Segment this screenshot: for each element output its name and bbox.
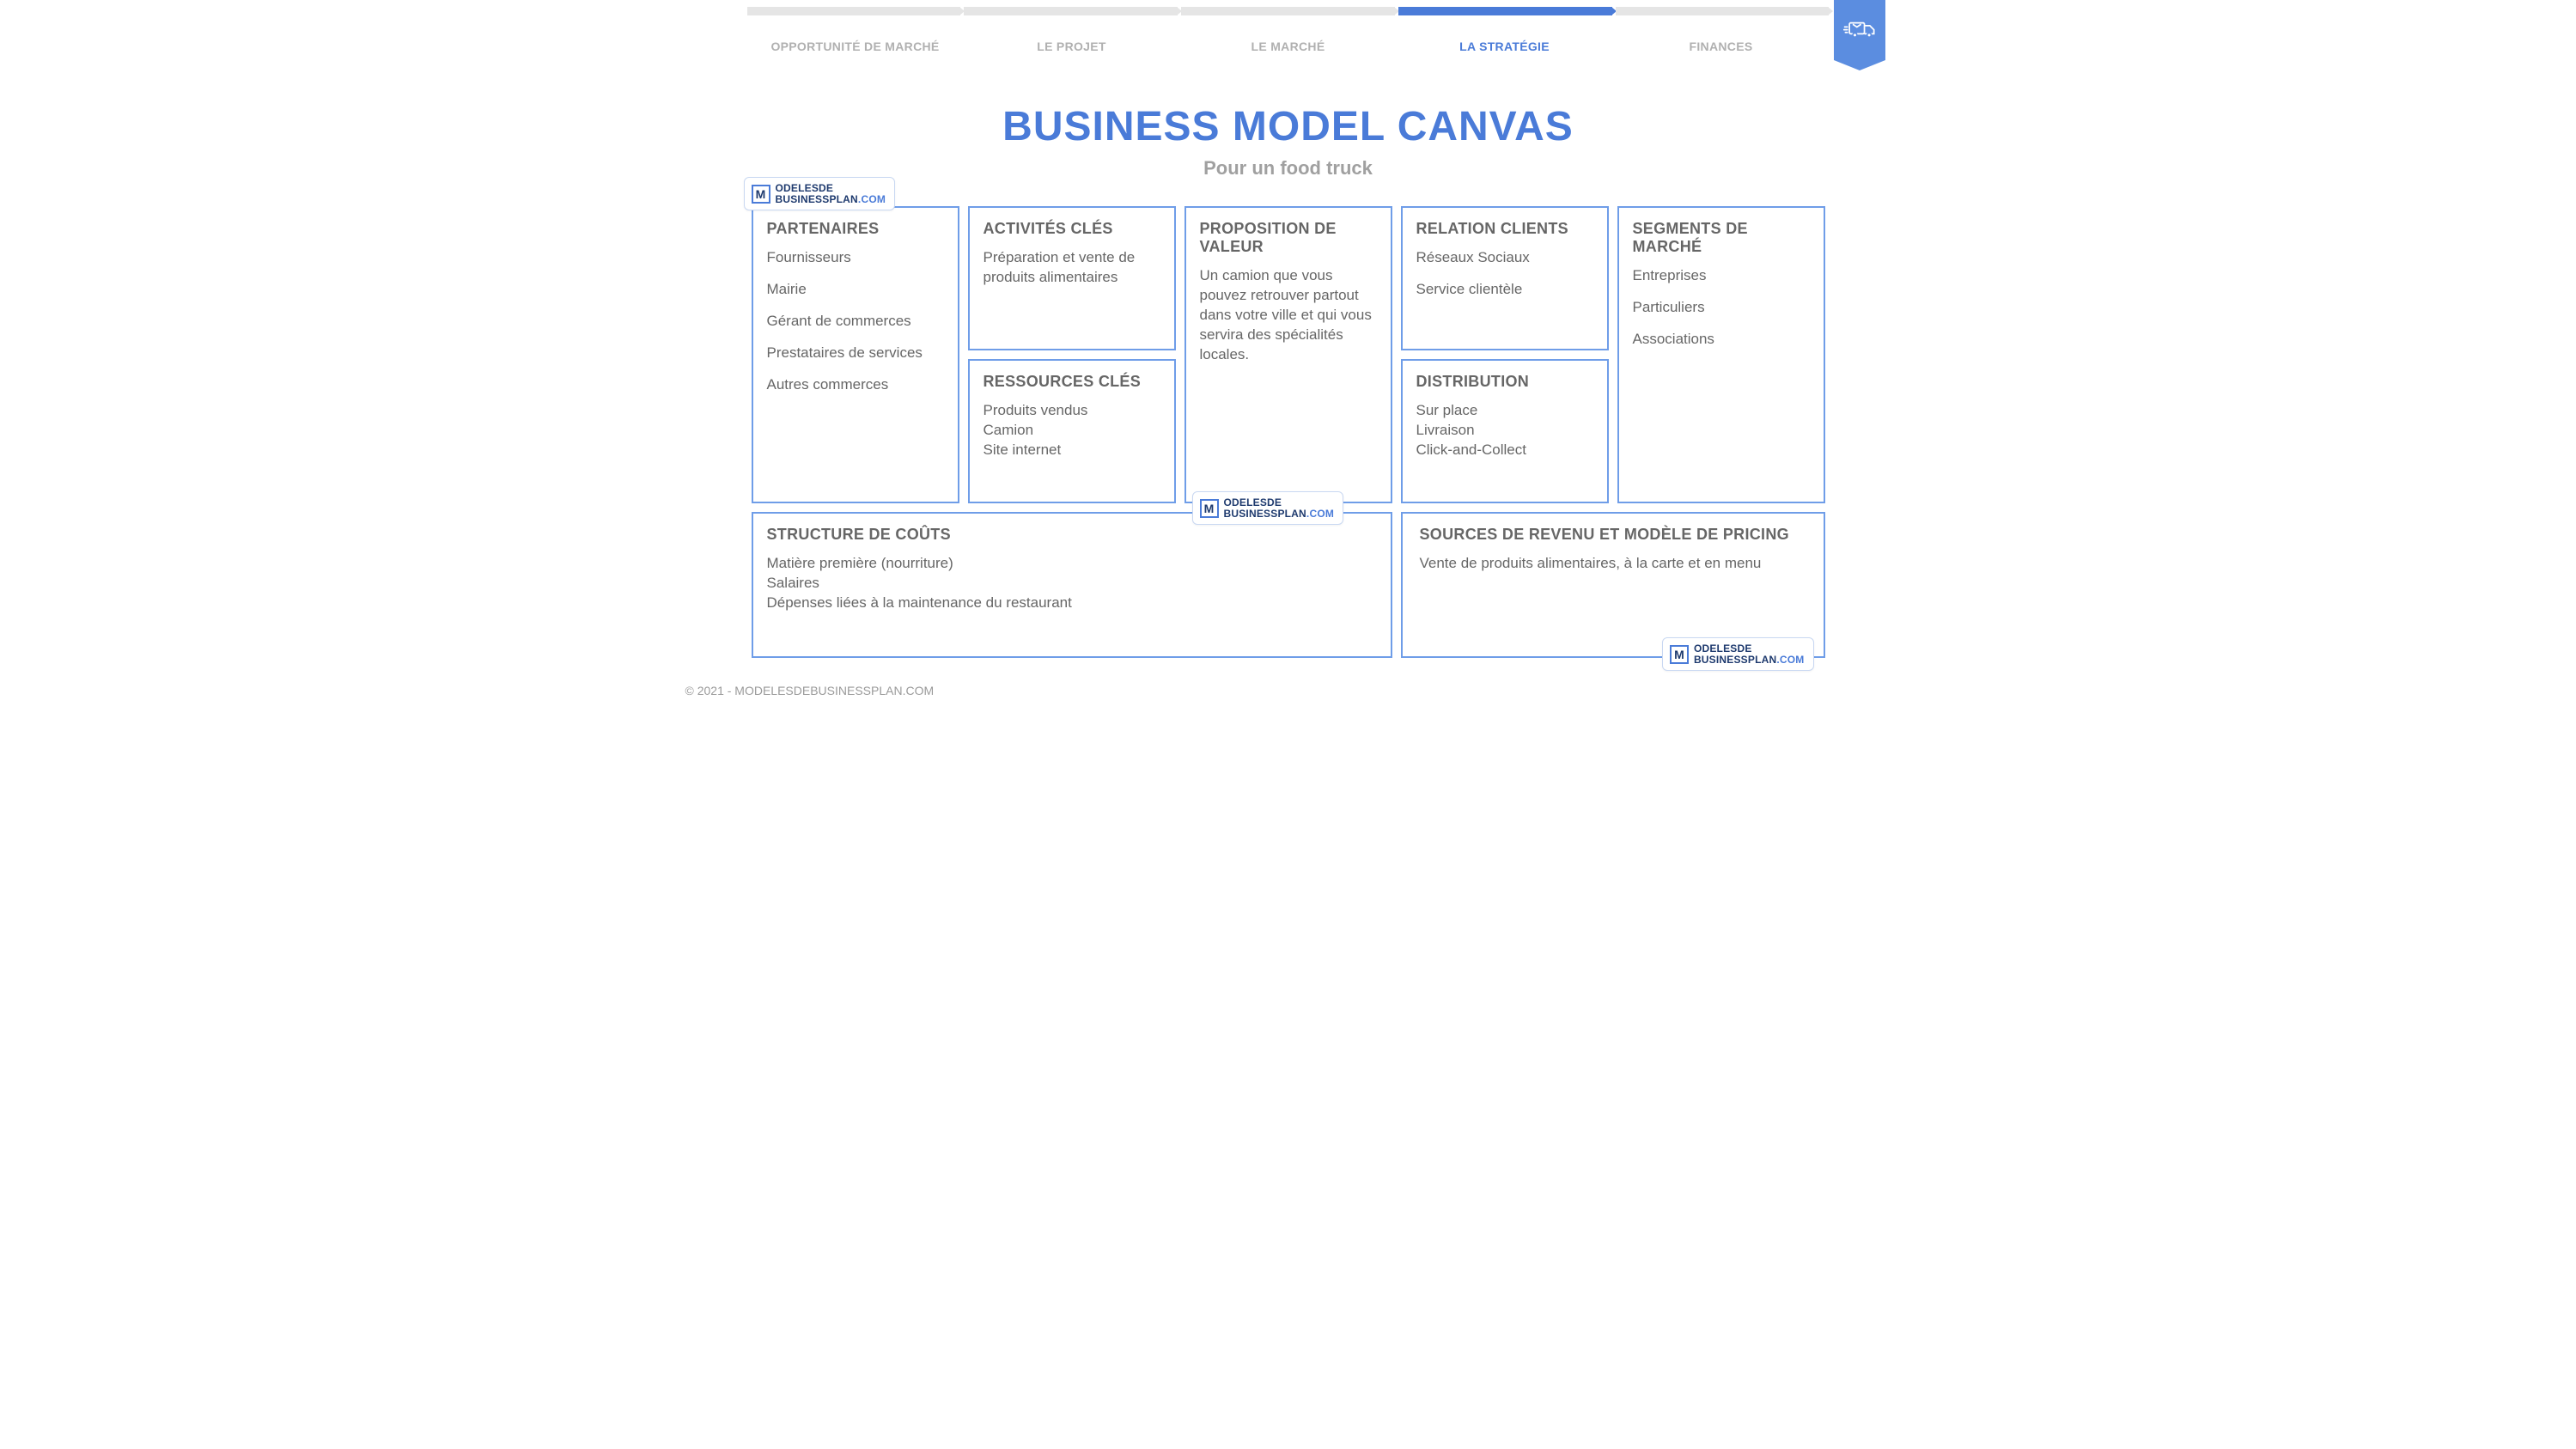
box-title: ACTIVITÉS CLÉS <box>984 220 1160 238</box>
nav-labels: OPPORTUNITÉ DE MARCHÉ LE PROJET LE MARCH… <box>747 40 1830 53</box>
logo-text: ODELESDE BUSINESSPLAN.COM <box>1694 643 1805 665</box>
box-distribution: DISTRIBUTION Sur place Livraison Click-a… <box>1401 359 1609 503</box>
logo-line2a: BUSINESSPLAN <box>1224 508 1306 520</box>
logo-m-icon: M <box>752 185 770 204</box>
footer-copyright: © 2021 - MODELESDEBUSINESSPLAN.COM <box>685 684 935 697</box>
progress-nav: OPPORTUNITÉ DE MARCHÉ LE PROJET LE MARCH… <box>747 7 1830 53</box>
watermark-logo: M ODELESDE BUSINESSPLAN.COM <box>1662 637 1814 671</box>
list-item: Service clientèle <box>1416 280 1593 300</box>
list-item: Produits vendus <box>984 401 1160 421</box>
box-couts: STRUCTURE DE COÛTS Matière première (nou… <box>752 512 1392 658</box>
box-ressources: RESSOURCES CLÉS Produits vendus Camion S… <box>968 359 1176 503</box>
list-item: Click-and-Collect <box>1416 441 1593 460</box>
box-title: RESSOURCES CLÉS <box>984 373 1160 391</box>
logo-m-icon: M <box>1670 645 1689 664</box>
box-title: PARTENAIRES <box>767 220 944 238</box>
logo-line2a: BUSINESSPLAN <box>776 193 858 205</box>
corner-badge <box>1834 0 1885 60</box>
list-item: Sur place <box>1416 401 1593 421</box>
box-title: PROPOSITION DE VALEUR <box>1200 220 1377 256</box>
list-item: Particuliers <box>1633 298 1810 318</box>
box-list: Fournisseurs Mairie Gérant de commerces … <box>767 248 944 395</box>
logo-line2b: .COM <box>1776 654 1804 666</box>
box-list: Réseaux Sociaux Service clientèle <box>1416 248 1593 300</box>
box-list: Entreprises Particuliers Associations <box>1633 266 1810 350</box>
box-activites: ACTIVITÉS CLÉS Préparation et vente de p… <box>968 206 1176 350</box>
logo-line2b: .COM <box>1306 508 1334 520</box>
progress-seg-2 <box>964 7 1178 15</box>
list-item: Livraison <box>1416 421 1593 441</box>
logo-line2b: .COM <box>858 193 886 205</box>
food-truck-icon <box>1843 16 1876 45</box>
box-segments: SEGMENTS DE MARCHÉ Entreprises Particuli… <box>1617 206 1825 503</box>
box-partenaires: PARTENAIRES Fournisseurs Mairie Gérant d… <box>752 206 959 503</box>
box-title: RELATION CLIENTS <box>1416 220 1593 238</box>
nav-item-strategie[interactable]: LA STRATÉGIE <box>1397 40 1613 53</box>
box-text: Un camion que vous pouvez retrouver part… <box>1200 266 1377 365</box>
watermark-logo: M ODELESDE BUSINESSPLAN.COM <box>1192 491 1344 525</box>
box-text: Préparation et vente de produits aliment… <box>984 248 1160 288</box>
list-item: Camion <box>984 421 1160 441</box>
box-title: SOURCES DE REVENU ET MODÈLE DE PRICING <box>1420 526 1810 544</box>
box-proposition-valeur: PROPOSITION DE VALEUR Un camion que vous… <box>1184 206 1392 503</box>
nav-item-finances[interactable]: FINANCES <box>1613 40 1830 53</box>
box-relation-clients: RELATION CLIENTS Réseaux Sociaux Service… <box>1401 206 1609 350</box>
page: OPPORTUNITÉ DE MARCHÉ LE PROJET LE MARCH… <box>661 0 1915 706</box>
progress-seg-3 <box>1181 7 1395 15</box>
list-item: Autres commerces <box>767 375 944 395</box>
box-revenu: SOURCES DE REVENU ET MODÈLE DE PRICING V… <box>1401 512 1825 658</box>
list-item: Gérant de commerces <box>767 312 944 332</box>
logo-text: ODELESDE BUSINESSPLAN.COM <box>776 183 886 204</box>
nav-item-marche[interactable]: LE MARCHÉ <box>1180 40 1397 53</box>
bmc-canvas: PARTENAIRES Fournisseurs Mairie Gérant d… <box>752 206 1825 659</box>
list-item: Entreprises <box>1633 266 1810 286</box>
box-list: Produits vendus Camion Site internet <box>984 401 1160 460</box>
logo-line2a: BUSINESSPLAN <box>1694 654 1776 666</box>
box-list: Matière première (nourriture) Salaires D… <box>767 554 1339 613</box>
logo-text: ODELESDE BUSINESSPLAN.COM <box>1224 497 1335 519</box>
list-item: Mairie <box>767 280 944 300</box>
list-item: Fournisseurs <box>767 248 944 268</box>
page-title: BUSINESS MODEL CANVAS <box>661 103 1915 150</box>
box-title: SEGMENTS DE MARCHÉ <box>1633 220 1810 256</box>
watermark-logo: M ODELESDE BUSINESSPLAN.COM <box>744 177 896 210</box>
progress-bar <box>747 7 1830 15</box>
nav-item-opportunite[interactable]: OPPORTUNITÉ DE MARCHÉ <box>747 40 964 53</box>
logo-m-icon: M <box>1200 499 1219 518</box>
list-item: Dépenses liées à la maintenance du resta… <box>767 594 1339 613</box>
box-text: Vente de produits alimentaires, à la car… <box>1420 554 1810 574</box>
list-item: Site internet <box>984 441 1160 460</box>
list-item: Réseaux Sociaux <box>1416 248 1593 268</box>
list-item: Prestataires de services <box>767 344 944 363</box>
box-title: DISTRIBUTION <box>1416 373 1593 391</box>
progress-seg-1 <box>747 7 961 15</box>
box-list: Sur place Livraison Click-and-Collect <box>1416 401 1593 460</box>
list-item: Associations <box>1633 330 1810 350</box>
list-item: Salaires <box>767 574 1339 594</box>
progress-seg-4 <box>1398 7 1612 15</box>
list-item: Matière première (nourriture) <box>767 554 1339 574</box>
progress-seg-5 <box>1616 7 1830 15</box>
box-title: STRUCTURE DE COÛTS <box>767 526 1339 544</box>
nav-item-projet[interactable]: LE PROJET <box>964 40 1180 53</box>
